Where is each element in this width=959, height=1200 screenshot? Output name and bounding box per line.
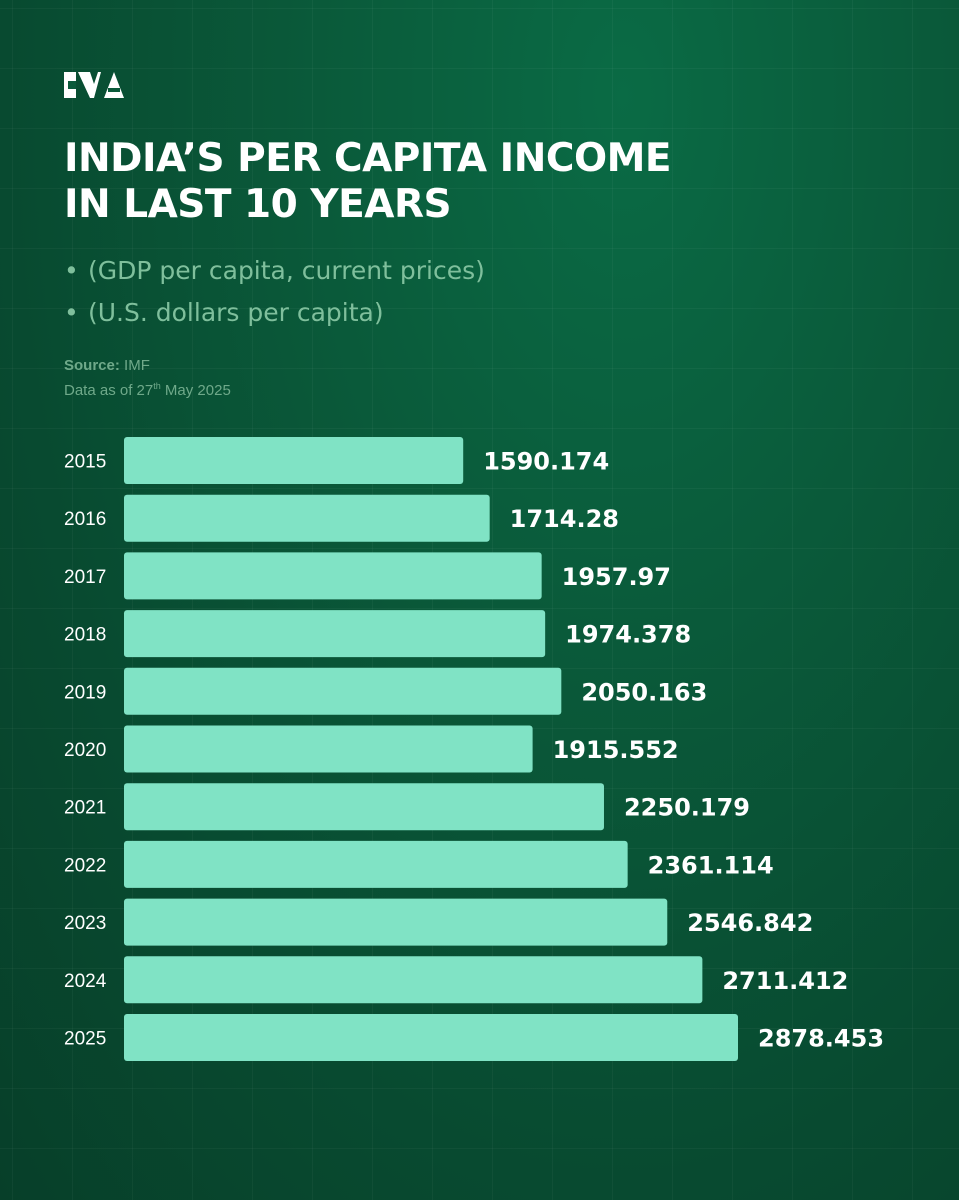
value-label-2019: 2050.163 — [581, 678, 707, 706]
value-label-2023: 2546.842 — [687, 909, 813, 937]
title-line-1: INDIA’S PER CAPITA INCOME — [64, 136, 672, 181]
year-label-2020: 2020 — [64, 740, 106, 761]
subtitle-gdp: (GDP per capita, current prices) — [88, 256, 485, 285]
bar-2021 — [124, 783, 604, 831]
year-label-2015: 2015 — [64, 452, 106, 473]
bar-2018 — [124, 610, 546, 658]
bullet-icon: • — [64, 256, 79, 285]
data-date-line: Data as of 27th May 2025 — [64, 376, 231, 401]
value-label-2024: 2711.412 — [722, 967, 848, 995]
source-label: Source: — [64, 357, 120, 374]
bar-2023 — [124, 898, 668, 946]
value-label-2021: 2250.179 — [624, 794, 750, 822]
value-label-2022: 2361.114 — [648, 851, 774, 879]
data-date-suffix: May 2025 — [160, 382, 231, 399]
year-label-2023: 2023 — [64, 913, 106, 934]
value-label-2016: 1714.28 — [510, 505, 619, 533]
source-line: Source: IMF — [64, 356, 231, 376]
bullet-icon: • — [64, 298, 79, 327]
subtitle-units: (U.S. dollars per capita) — [88, 298, 384, 327]
subtitle-list: • (GDP per capita, current prices) • (U.S.… — [64, 250, 485, 334]
year-label-2024: 2024 — [64, 971, 107, 992]
year-label-2019: 2019 — [64, 682, 106, 703]
year-label-2017: 2017 — [64, 567, 106, 588]
page-title: INDIA’S PER CAPITA INCOME IN LAST 10 YEA… — [64, 136, 924, 228]
bar-2022 — [124, 840, 628, 888]
year-label-2018: 2018 — [64, 625, 106, 646]
value-label-2015: 1590.174 — [483, 448, 609, 476]
year-label-2016: 2016 — [64, 509, 106, 530]
bar-2020 — [124, 725, 533, 773]
bar-2016 — [124, 494, 490, 542]
value-label-2025: 2878.453 — [758, 1025, 884, 1053]
bar-2024 — [124, 956, 703, 1004]
year-label-2021: 2021 — [64, 798, 106, 819]
value-label-2020: 1915.552 — [553, 736, 679, 764]
subtitle-item: • (GDP per capita, current prices) — [64, 250, 485, 292]
source-value: IMF — [119, 357, 150, 374]
subtitle-item: • (U.S. dollars per capita) — [64, 292, 485, 334]
year-label-2022: 2022 — [64, 855, 106, 876]
bar-2015 — [124, 437, 464, 484]
value-label-2018: 1974.378 — [565, 621, 691, 649]
value-label-2017: 1957.97 — [562, 563, 671, 591]
bar-2025 — [124, 1014, 738, 1061]
bar-2019 — [124, 667, 562, 715]
year-label-2025: 2025 — [64, 1029, 106, 1050]
title-line-2: IN LAST 10 YEARS — [64, 182, 452, 227]
brand-logo-icon — [64, 72, 124, 98]
data-date-sup: th — [153, 381, 161, 391]
data-date-prefix: Data as of 27 — [64, 382, 154, 399]
source-note: Source: IMF Data as of 27th May 2025 — [64, 356, 231, 401]
bar-2017 — [124, 552, 542, 600]
